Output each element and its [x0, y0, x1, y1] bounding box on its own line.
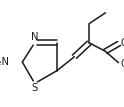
Text: OH: OH [120, 59, 124, 69]
Text: O: O [120, 38, 124, 48]
Text: N: N [31, 32, 38, 42]
Text: S: S [32, 83, 38, 93]
Text: H₂N: H₂N [0, 57, 9, 67]
